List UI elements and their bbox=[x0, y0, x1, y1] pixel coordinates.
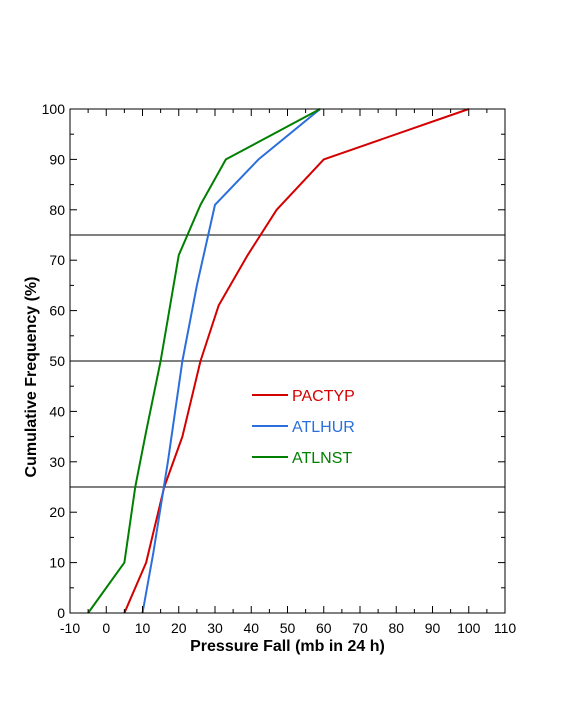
x-tick-label: 60 bbox=[316, 620, 332, 636]
series-line-atlnst bbox=[87, 108, 321, 614]
legend-label-atlhur: ATLHUR bbox=[292, 419, 355, 436]
legend-label-pactyp: PACTYP bbox=[292, 388, 355, 405]
y-tick-label: 40 bbox=[49, 403, 65, 419]
tick-labels: -10 0 10 20 30 40 50 60 70 80 90 100 110010203040506… bbox=[42, 101, 517, 636]
x-tick-label: 30 bbox=[207, 620, 223, 636]
x-tick-label: 70 bbox=[352, 620, 368, 636]
y-tick-label: 90 bbox=[49, 151, 65, 167]
y-axis-title: Cumulative Frequency (%) bbox=[23, 277, 40, 478]
x-tick-label: 10 bbox=[135, 620, 151, 636]
legend-label-atlnst: ATLNST bbox=[292, 450, 352, 467]
y-tick-label: 20 bbox=[49, 504, 65, 520]
x-tick-label: 80 bbox=[388, 620, 404, 636]
y-tick-label: 30 bbox=[49, 454, 65, 470]
x-tick-label: 50 bbox=[280, 620, 296, 636]
x-tick-label: 0 bbox=[102, 620, 110, 636]
x-tick-label: 90 bbox=[425, 620, 441, 636]
y-tick-label: 0 bbox=[57, 605, 65, 621]
reference-lines bbox=[70, 234, 505, 488]
x-axis-title: Pressure Fall (mb in 24 h) bbox=[190, 638, 385, 655]
series-line-atlhur bbox=[141, 108, 321, 614]
x-tick-label: 20 bbox=[171, 620, 187, 636]
x-tick-label: 110 bbox=[494, 620, 517, 636]
series-layer bbox=[87, 108, 470, 614]
y-tick-label: 10 bbox=[49, 555, 65, 571]
axis-ticks bbox=[69, 108, 506, 614]
y-tick-label: 100 bbox=[42, 101, 66, 117]
y-tick-label: 50 bbox=[49, 353, 65, 369]
y-tick-label: 70 bbox=[49, 252, 65, 268]
y-tick-label: 80 bbox=[49, 202, 65, 218]
x-tick-label: 40 bbox=[243, 620, 259, 636]
legend: PACTYP ATLHUR ATLNST bbox=[252, 388, 355, 467]
y-tick-label: 60 bbox=[49, 303, 65, 319]
x-tick-label: 100 bbox=[457, 620, 481, 636]
series-line-pactyp bbox=[123, 108, 470, 614]
x-tick-label: -10 bbox=[60, 620, 80, 636]
